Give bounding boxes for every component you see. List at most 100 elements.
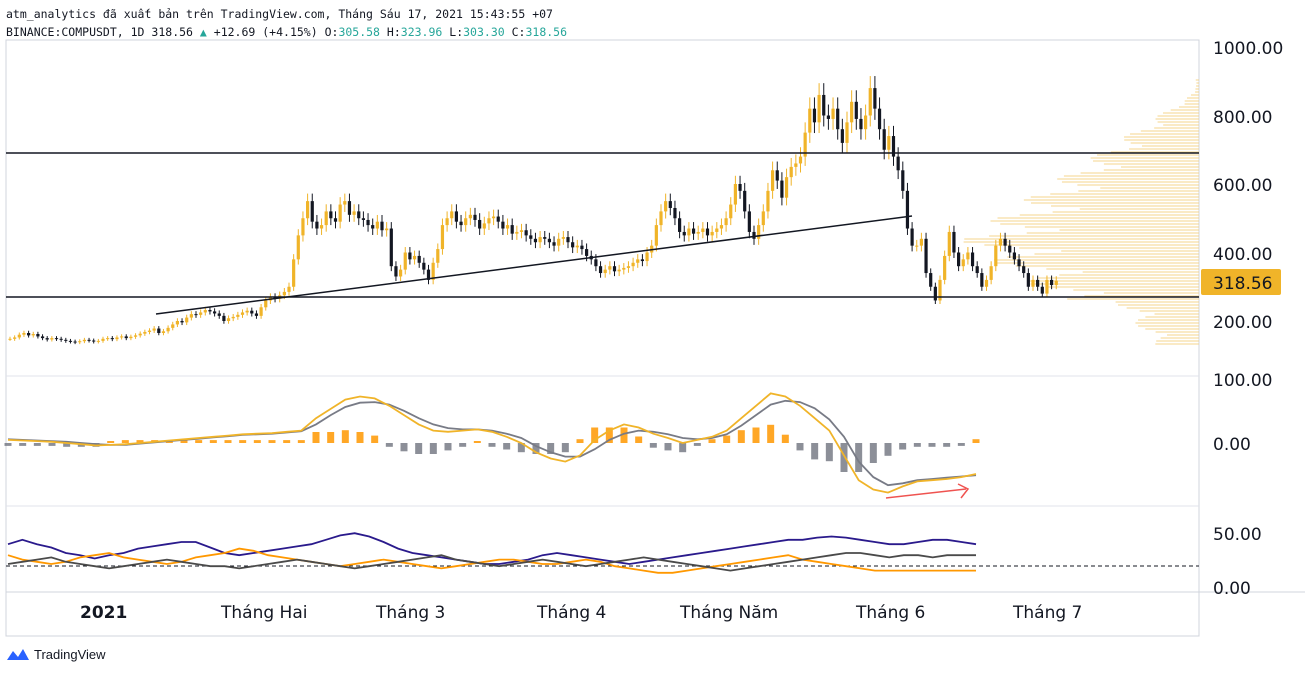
candle-body (380, 221, 384, 231)
histogram-bar (268, 440, 276, 443)
candle-body (1026, 273, 1030, 287)
candle-body (399, 269, 403, 277)
candle-body (547, 238, 551, 243)
histogram-bar (561, 443, 569, 453)
price-badge (1201, 269, 1281, 295)
candle-body (22, 332, 26, 335)
candle-body (1022, 266, 1026, 274)
histogram-bar (649, 443, 657, 448)
candle-body (194, 314, 198, 316)
candle-body (185, 317, 189, 323)
candle-body (338, 204, 342, 222)
trend-line[interactable] (155, 215, 913, 315)
divergence-arrow[interactable] (885, 488, 967, 499)
candle-body (96, 340, 100, 342)
candle-body (110, 338, 114, 340)
candle-body (440, 225, 445, 250)
candle-body (264, 300, 268, 308)
symbol-text[interactable]: BINANCE:COMPUSDT, 1D (6, 25, 145, 39)
divergence-arrowhead-icon (957, 483, 970, 499)
candle-body (817, 94, 821, 123)
candle-body (789, 166, 793, 178)
candle-body (1045, 279, 1049, 294)
price-tick-600: 600.00 (1213, 176, 1272, 196)
candle-body (87, 339, 91, 341)
candle-body (375, 221, 379, 229)
chart-frame (5, 39, 1200, 637)
histogram-bar (48, 443, 56, 446)
candle-body (431, 262, 435, 280)
candle-body (775, 170, 779, 181)
histogram-bar (913, 443, 921, 447)
candle-body (394, 266, 398, 277)
last-price: 318.56 (151, 25, 193, 39)
histogram-bar (855, 443, 863, 472)
histogram-bar (371, 435, 379, 443)
histogram-bar (796, 443, 804, 451)
dmi-tick-50: 50.00 (1213, 525, 1262, 545)
histogram-bar (429, 443, 437, 454)
price-tick-200: 200.00 (1213, 313, 1272, 333)
candle-body (668, 201, 672, 208)
candle-body (1003, 238, 1007, 246)
histogram-bar (620, 427, 628, 443)
candle-body (250, 310, 254, 314)
candle-body (175, 321, 179, 325)
candle-body (822, 94, 826, 116)
candle-body (608, 266, 612, 270)
candle-body (426, 269, 431, 280)
ohlc-line: BINANCE:COMPUSDT, 1D 318.56 ▲ +12.69 (+4… (6, 25, 567, 39)
candle-body (836, 108, 840, 130)
candle-body (552, 242, 556, 246)
candle-body (422, 262, 426, 270)
candle-body (231, 316, 235, 319)
tradingview-logo-icon (7, 649, 29, 660)
candle-body (1036, 279, 1040, 287)
candle-body (719, 225, 724, 229)
candle-body (73, 341, 77, 343)
histogram-bar (4, 443, 12, 446)
candle-body (543, 237, 547, 239)
candle-body (798, 156, 803, 164)
candle-body (403, 252, 407, 270)
candle-body (757, 225, 761, 239)
chart-canvas[interactable]: 1000.00 800.00 600.00 400.00 200.00 318.… (0, 0, 1305, 640)
candle-body (120, 336, 124, 338)
histogram-bar (708, 439, 716, 443)
candle-body (1012, 252, 1016, 260)
histogram-bar (312, 432, 320, 443)
minus-di-line (7, 552, 976, 572)
candle-body (45, 338, 49, 340)
histogram-bar (899, 443, 907, 450)
adx-line (7, 532, 977, 565)
candle-body (868, 88, 872, 116)
histogram-bar (825, 443, 833, 462)
histogram-bar (400, 443, 408, 452)
candle-body (980, 273, 984, 287)
candles-group (8, 76, 1058, 345)
candle-body (761, 211, 765, 226)
price-tick-1000: 1000.00 (1213, 39, 1283, 59)
footer-brand[interactable]: TradingView (6, 646, 106, 662)
candle-body (724, 218, 728, 226)
histogram-bar (297, 440, 305, 443)
candle-body (631, 262, 635, 267)
candle-body (59, 338, 63, 340)
candle-body (64, 339, 68, 341)
candle-body (161, 331, 166, 333)
candle-body (333, 218, 338, 222)
candle-body (315, 221, 319, 229)
histogram-bar (664, 443, 672, 451)
histogram-bar (19, 443, 27, 446)
time-tick-apr: Tháng 4 (536, 603, 606, 623)
histogram-bar (63, 443, 71, 447)
candle-body (938, 279, 942, 301)
histogram-bar (473, 441, 481, 443)
candle-body (324, 211, 328, 226)
candle-body (989, 266, 993, 280)
candle-body (464, 218, 468, 226)
candle-body (850, 101, 854, 123)
candle-body (654, 225, 658, 246)
candle-body (636, 259, 640, 263)
candle-body (905, 190, 910, 229)
